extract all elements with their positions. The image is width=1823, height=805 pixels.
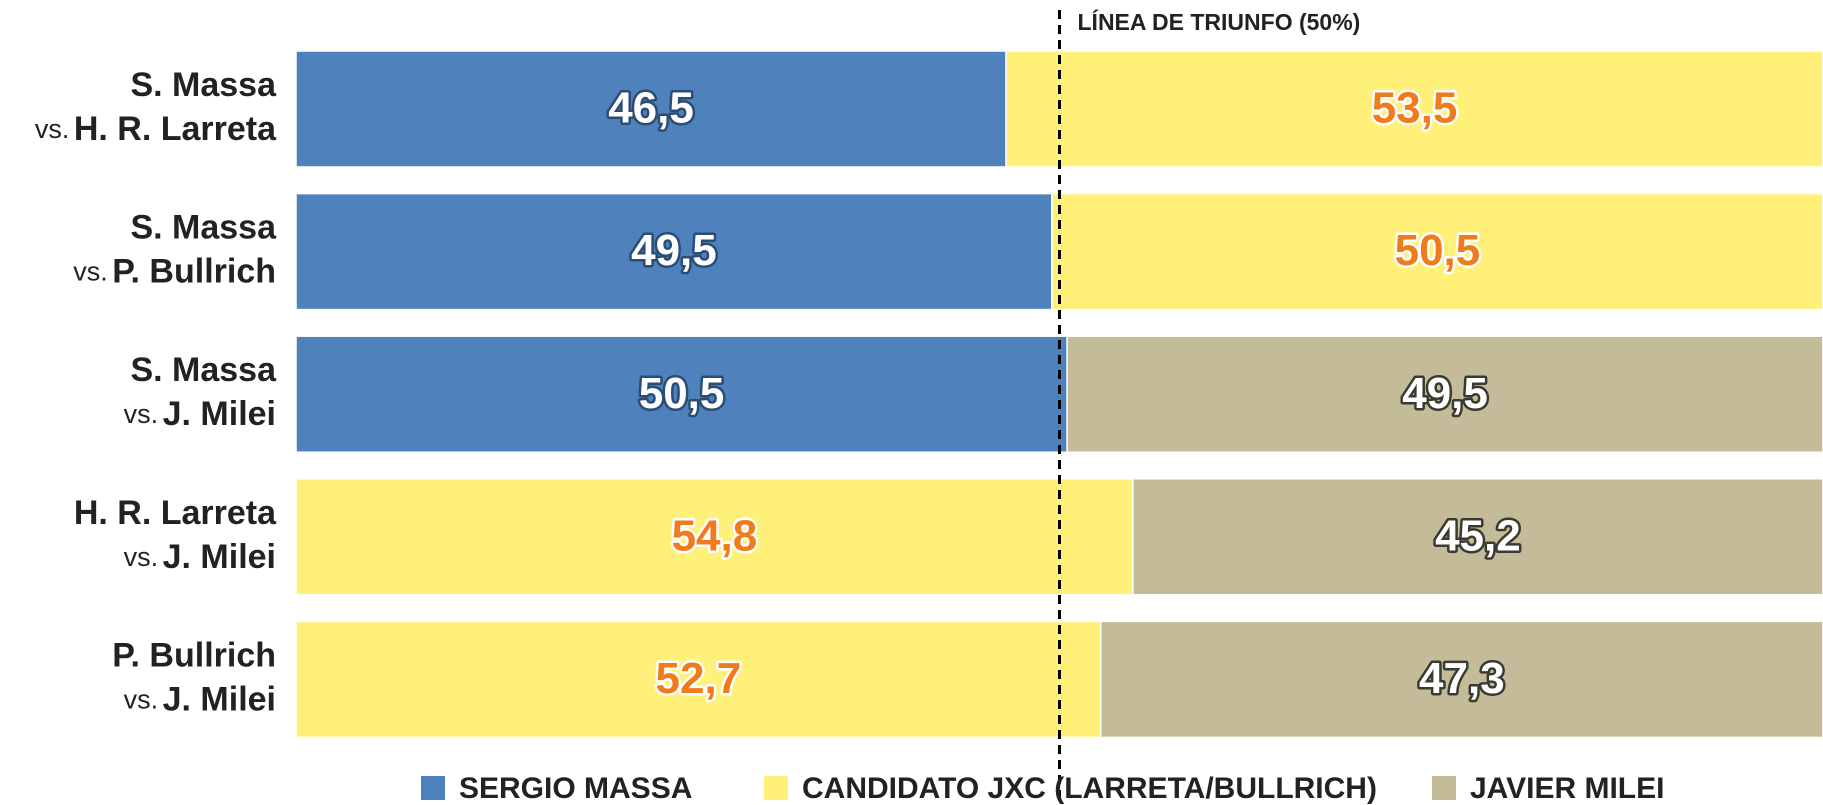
bar-segment — [1066, 335, 1823, 453]
legend-label: CANDIDATO JXC (LARRETA/BULLRICH) — [802, 772, 1377, 805]
value-label: 47,3 — [1419, 654, 1505, 703]
value-label: 46,5 — [608, 84, 694, 133]
bar-segment — [295, 335, 1068, 453]
bar-segment — [1132, 478, 1823, 596]
value-label: 52,7 — [656, 654, 742, 703]
bar-segment — [1051, 192, 1823, 311]
value-label: 53,5 — [1372, 84, 1458, 133]
category-prefix: vs. — [124, 685, 159, 715]
bar-segment — [295, 620, 1102, 739]
legend-label: SERGIO MASSA — [459, 772, 692, 805]
legend-swatch — [421, 776, 445, 800]
bar-segment — [1099, 620, 1823, 739]
category-label-bottom: J. Milei — [163, 680, 276, 718]
bar-segment — [1005, 50, 1823, 168]
category-label: S. Massa — [130, 209, 277, 247]
category-prefix: vs. — [35, 114, 70, 144]
category-label: vs. H. R. Larreta — [35, 110, 277, 148]
category-label: vs. J. Milei — [124, 538, 276, 576]
value-label: 49,5 — [1402, 369, 1488, 418]
category-prefix: vs. — [73, 257, 108, 287]
bar-segment — [295, 478, 1134, 596]
category-label: S. Massa — [130, 351, 277, 389]
category-prefix: vs. — [124, 399, 159, 429]
category-label-bottom: J. Milei — [163, 395, 276, 433]
category-label-bottom: J. Milei — [163, 538, 276, 576]
legend-swatch — [764, 776, 788, 800]
value-label: 50,5 — [1395, 226, 1481, 275]
value-label: 45,2 — [1435, 511, 1521, 560]
category-label-bottom: P. Bullrich — [112, 253, 276, 291]
value-label: 54,8 — [672, 511, 758, 560]
category-label: S. Massa — [130, 66, 277, 104]
category-prefix: vs. — [124, 542, 159, 572]
category-label: vs. J. Milei — [124, 680, 276, 718]
reference-label: LÍNEA DE TRIUNFO (50%) — [1078, 8, 1361, 35]
legend-swatch — [1432, 776, 1456, 800]
bar-segment — [295, 192, 1053, 311]
category-label: vs. P. Bullrich — [73, 253, 276, 291]
value-label: 49,5 — [631, 226, 717, 275]
value-label: 50,5 — [639, 369, 725, 418]
category-label: H. R. Larreta — [74, 494, 277, 532]
legend-label: JAVIER MILEI — [1470, 772, 1664, 805]
category-label: vs. J. Milei — [124, 395, 276, 433]
category-label-bottom: H. R. Larreta — [74, 110, 277, 148]
category-label: P. Bullrich — [112, 636, 276, 674]
bar-segment — [295, 50, 1007, 168]
